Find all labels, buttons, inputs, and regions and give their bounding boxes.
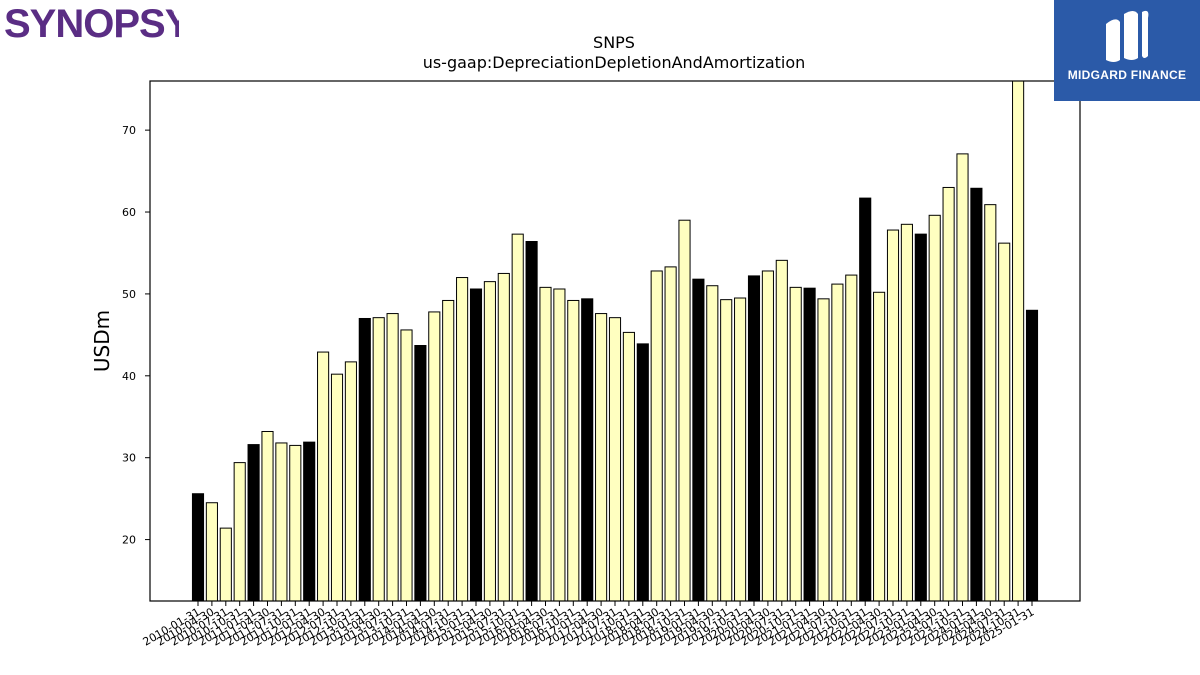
bar-2021-04-30 [817, 298, 830, 602]
bar-2017-04-30 [595, 313, 608, 602]
bar-2020-01-31 [747, 275, 761, 602]
bar-2019-04-30 [706, 285, 719, 602]
bar-2022-01-31 [859, 197, 872, 602]
bar-2010-04-30 [205, 502, 218, 602]
bar-2024-04-30 [984, 204, 997, 602]
y-tick-label: 50 [122, 288, 136, 301]
bar-2020-10-31 [789, 286, 802, 602]
y-tick-label: 40 [122, 370, 136, 383]
x-axis-ticks: 2010-01-312010-04-302010-07-312010-10-31… [141, 601, 1037, 649]
bar-2015-01-31 [469, 288, 483, 602]
bar-2017-10-31 [622, 331, 635, 602]
bar-2013-04-30 [372, 317, 385, 602]
plot-frame [149, 80, 1081, 602]
midgard-emblem-icon [1106, 10, 1149, 62]
bar-2021-10-31 [845, 274, 858, 602]
bar-2010-07-31 [219, 527, 232, 602]
bar-2019-10-31 [734, 297, 747, 602]
bar-2015-04-30 [483, 281, 496, 602]
bar-2012-01-31 [303, 441, 316, 602]
bar-2012-10-31 [344, 361, 357, 602]
y-tick-label: 20 [122, 534, 136, 547]
bar-2018-01-31 [636, 343, 649, 602]
bar-2024-01-31 [970, 187, 983, 602]
bar-2018-04-30 [650, 270, 663, 602]
bar-2013-01-31 [358, 317, 371, 602]
bar-2022-04-30 [873, 291, 886, 602]
bar-2019-01-31 [692, 278, 705, 602]
bar-2013-07-31 [386, 313, 399, 602]
midgard-logo-text: MIDGARD FINANCE [1067, 68, 1187, 82]
synopsys-logo-text: SYNOPSYS [4, 2, 179, 46]
bar-2013-10-31 [400, 329, 413, 602]
bar-2016-07-31 [553, 288, 566, 602]
bar-2017-01-31 [581, 298, 594, 602]
bar-2012-07-31 [330, 373, 344, 602]
bar-2012-04-30 [317, 351, 330, 602]
bar-2018-10-31 [678, 219, 691, 602]
bar-2014-01-31 [414, 345, 427, 602]
bar-2016-04-30 [539, 286, 552, 602]
bar-2011-04-30 [261, 430, 274, 602]
bar-2023-07-31 [942, 186, 955, 602]
bar-2011-01-31 [247, 444, 260, 602]
y-axis-label: USDm [90, 310, 114, 372]
bar-series [191, 80, 1039, 602]
bar-2020-07-31 [775, 259, 788, 602]
bar-2023-04-30 [928, 214, 941, 602]
bar-2016-01-31 [525, 241, 538, 602]
bar-2010-01-31 [191, 493, 205, 602]
y-tick-label: 30 [122, 452, 136, 465]
bar-2021-07-31 [831, 283, 844, 602]
bar-2010-10-31 [233, 462, 246, 602]
bar-2019-07-31 [720, 299, 733, 602]
bar-2014-04-30 [428, 311, 441, 602]
bar-2020-04-30 [761, 270, 774, 602]
chart-title: SNPS [593, 33, 635, 52]
y-tick-label: 70 [122, 124, 136, 137]
bar-2011-10-31 [289, 444, 302, 602]
bar-2018-07-31 [664, 266, 677, 602]
bar-2025-01-31 [1025, 309, 1039, 602]
bar-2024-10-31 [1012, 80, 1025, 602]
bar-2017-07-31 [608, 317, 622, 602]
bar-2014-10-31 [456, 277, 469, 602]
bar-2024-07-31 [998, 242, 1011, 602]
synopsys-logo: SYNOPSYS ® [4, 2, 217, 46]
bar-2022-10-31 [900, 223, 913, 602]
chart-subtitle: us-gaap:DepreciationDepletionAndAmortiza… [423, 53, 806, 72]
bar-2014-07-31 [442, 299, 455, 602]
y-tick-label: 60 [122, 206, 136, 219]
registered-mark: ® [167, 9, 175, 18]
midgard-finance-logo: MIDGARD FINANCE [1054, 0, 1200, 101]
bar-2022-07-31 [886, 229, 900, 602]
bar-2016-10-31 [567, 299, 580, 602]
bar-2023-10-31 [956, 153, 969, 602]
bar-2023-01-31 [914, 233, 927, 602]
bar-2015-10-31 [511, 233, 524, 602]
bar-2011-07-31 [275, 442, 288, 602]
bar-2015-07-31 [497, 272, 510, 602]
bar-2021-01-31 [803, 287, 816, 602]
y-axis-ticks: 20 30 40 50 60 70 [122, 124, 150, 547]
